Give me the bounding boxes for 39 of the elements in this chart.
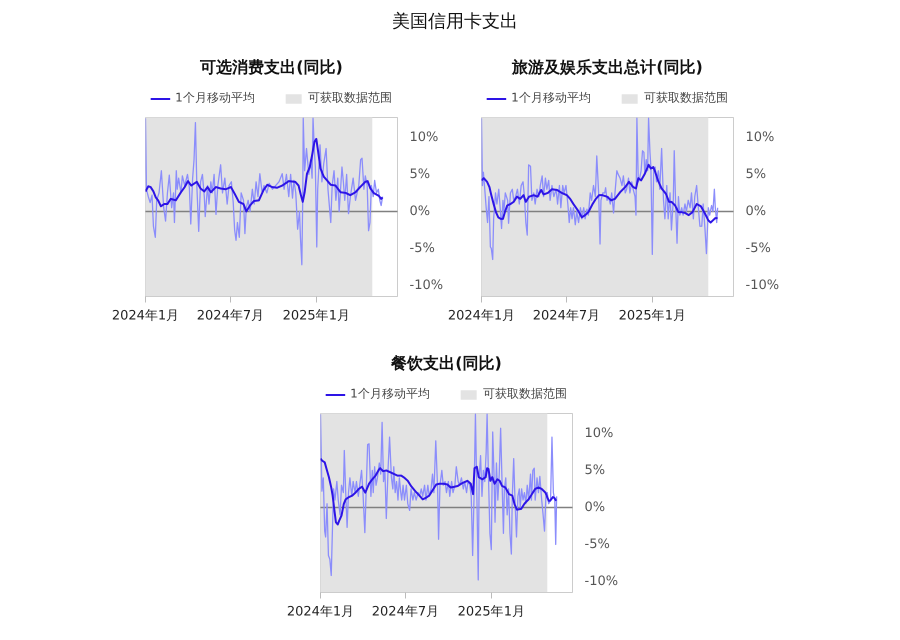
x-tick-label: 2024年7月 bbox=[196, 308, 264, 324]
y-tick-label: -5% bbox=[410, 240, 435, 256]
line-series bbox=[146, 118, 384, 266]
y-tick-label: -5% bbox=[746, 240, 771, 256]
legend-label: 可获取数据范围 bbox=[308, 90, 392, 106]
y-tick-label: -10% bbox=[584, 574, 618, 589]
y-tick-label: 5% bbox=[410, 166, 430, 182]
y-tick-label: -10% bbox=[746, 278, 780, 293]
y-tick-label: 10% bbox=[746, 130, 774, 145]
legend-label: 可获取数据范围 bbox=[482, 386, 567, 402]
x-tick-label: 2025年1月 bbox=[618, 308, 686, 324]
x-tick-label: 2024年1月 bbox=[448, 308, 516, 324]
x-tick-label: 2024年7月 bbox=[372, 604, 440, 620]
y-tick-label: -10% bbox=[410, 278, 444, 293]
y-tick-label: 5% bbox=[746, 166, 766, 182]
legend-label: 可获取数据范围 bbox=[644, 90, 728, 106]
line-series bbox=[482, 118, 718, 260]
y-tick-label: 0% bbox=[584, 500, 606, 515]
legend-label: 1个月移动平均 bbox=[350, 386, 430, 402]
x-tick-label: 2024年7月 bbox=[532, 308, 600, 324]
legend-label: 1个月移动平均 bbox=[511, 90, 591, 106]
y-tick-label: 0% bbox=[746, 204, 766, 219]
y-tick-label: 10% bbox=[410, 130, 438, 145]
line-series bbox=[146, 138, 384, 212]
legend-label: 1个月移动平均 bbox=[175, 90, 255, 106]
x-tick-label: 2025年1月 bbox=[282, 308, 350, 324]
chart-title: 餐饮支出(同比) bbox=[390, 354, 502, 372]
text: 美国信用卡支出 bbox=[391, 10, 519, 34]
chart-title: 可选消费支出(同比) bbox=[199, 58, 343, 76]
line-series bbox=[320, 458, 558, 526]
y-tick-label: 10% bbox=[584, 426, 614, 441]
y-tick-label: 5% bbox=[584, 462, 606, 478]
y-tick-label: 0% bbox=[410, 204, 430, 219]
x-tick-label: 2024年1月 bbox=[112, 308, 180, 324]
line-series bbox=[482, 164, 719, 224]
x-tick-label: 2025年1月 bbox=[458, 604, 525, 620]
y-tick-label: -5% bbox=[584, 536, 610, 552]
chart-title: 旅游及娱乐支出总计(同比) bbox=[511, 58, 703, 76]
x-tick-label: 2024年1月 bbox=[286, 604, 354, 620]
